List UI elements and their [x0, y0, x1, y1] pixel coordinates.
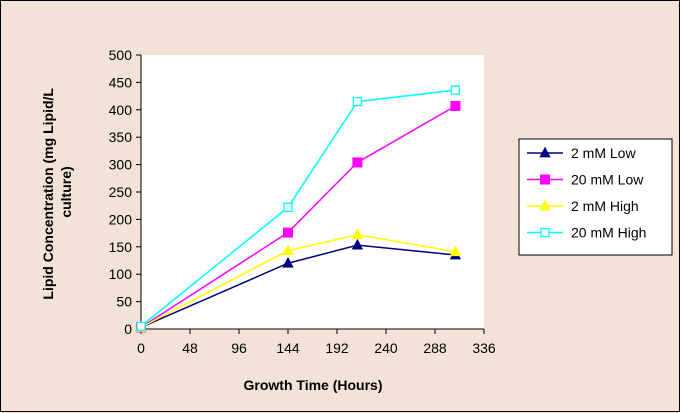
- x-tick-label: 144: [276, 340, 300, 356]
- x-tick-label: 48: [182, 340, 198, 356]
- triangle-marker: [449, 245, 462, 257]
- legend-item: 20 mM High: [527, 225, 646, 241]
- series-line: [140, 233, 456, 329]
- legend-item: 20 mM Low: [527, 172, 644, 188]
- open-square-marker: [136, 321, 146, 331]
- open-square-marker: [283, 202, 293, 212]
- y-tick-label: 200: [109, 211, 133, 227]
- legend-item: 2 mM Low: [527, 145, 636, 161]
- series-20-mm-high: [136, 85, 461, 331]
- x-tick-label: 336: [472, 340, 496, 356]
- x-tick-label: 240: [374, 340, 398, 356]
- y-tick-label: 500: [109, 47, 133, 63]
- x-axis-title: Growth Time (Hours): [244, 377, 383, 393]
- open-square-marker: [352, 96, 363, 107]
- legend-label: 2 mM Low: [571, 145, 636, 161]
- y-tick-label: 150: [109, 239, 133, 255]
- x-tick-label: 192: [325, 340, 349, 356]
- triangle-marker: [351, 238, 364, 250]
- y-tick-label: 0: [124, 321, 132, 337]
- y-tick-label: 100: [109, 266, 133, 282]
- open-square-marker: [540, 227, 550, 238]
- axes: 0 50 100 150 200 250 300 350 400 450 500 0 48 96 144 19…: [109, 47, 496, 356]
- series-line: [140, 244, 456, 329]
- y-tick-label: 450: [109, 74, 133, 90]
- legend: 2 mM Low 20 mM Low 2 mM High 20 mM High: [518, 138, 673, 256]
- triangle-marker: [351, 228, 364, 240]
- y-axis-title-line-1: Lipid Concentration (mg Lipid/L: [40, 88, 56, 300]
- y-tick-label: 300: [109, 157, 133, 173]
- legend-label: 20 mM Low: [571, 172, 644, 188]
- open-square-marker: [450, 85, 461, 95]
- legend-item: 2 mM High: [527, 198, 639, 214]
- y-tick-label: 400: [109, 102, 133, 118]
- x-tick-label: 288: [423, 340, 447, 356]
- x-tick-label: 96: [231, 340, 247, 356]
- series-layer: [135, 85, 462, 333]
- triangle-marker: [282, 244, 294, 256]
- square-marker: [450, 100, 461, 111]
- y-axis-title: Lipid Concentration (mg Lipid/L culture): [40, 84, 74, 299]
- square-marker: [283, 227, 293, 238]
- square-marker: [352, 157, 363, 168]
- y-axis-title-line-2: culture): [58, 166, 74, 217]
- triangle-marker: [539, 199, 551, 211]
- y-tick-label: 50: [116, 294, 132, 310]
- y-tick-label: 250: [109, 184, 133, 200]
- series-line: [140, 89, 456, 327]
- legend-label: 20 mM High: [571, 225, 646, 241]
- plot-area: [141, 55, 484, 329]
- triangle-marker: [282, 256, 294, 268]
- legend-label: 2 mM High: [571, 198, 639, 214]
- y-tick-label: 350: [109, 129, 133, 145]
- square-marker: [540, 174, 550, 185]
- triangle-marker: [539, 146, 551, 158]
- series-line: [140, 105, 456, 328]
- x-tick-label: 0: [137, 340, 145, 356]
